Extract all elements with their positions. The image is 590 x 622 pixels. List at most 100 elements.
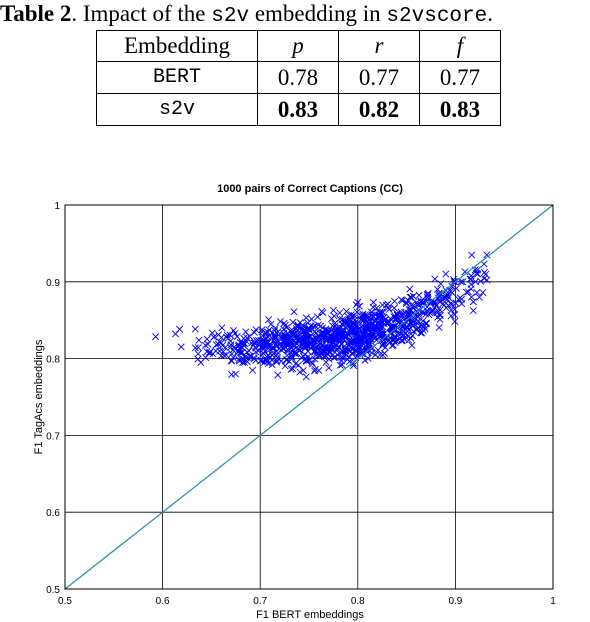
cell-embedding-bert: BERT [96,61,258,94]
data-point [452,284,460,292]
data-point [369,313,378,321]
x-tick-labels: 0.5 0.6 0.7 0.8 0.9 1 [58,596,556,607]
data-point [341,317,349,325]
data-point [336,309,344,317]
data-point [309,323,317,331]
data-point [314,313,322,321]
data-point [393,310,401,318]
data-point [277,340,285,348]
data-point [276,317,284,326]
data-point [330,353,338,361]
data-point [260,350,268,358]
data-point [433,306,441,314]
data-point [356,339,364,347]
data-point [281,362,289,370]
data-point [259,343,267,351]
caption-code-s2v: s2v [211,5,250,28]
table-caption: Table 2. Impact of the s2v embedding in … [0,0,590,31]
data-point [335,335,343,343]
data-point [296,368,304,376]
data-point [408,332,416,340]
header-p: p [257,30,339,62]
data-point [311,367,319,375]
data-point [326,338,334,346]
data-point [304,353,312,361]
data-point [194,344,202,352]
data-point [368,311,376,319]
data-point [483,251,491,259]
data-point [219,348,227,356]
data-point [384,319,392,327]
data-point [206,348,214,356]
data-point [194,350,202,358]
data-point [281,321,289,329]
data-point [316,339,324,347]
data-point [279,345,287,353]
table-row-bert: BERT 0.78 0.77 0.77 [96,61,501,94]
data-point [314,321,322,329]
data-point [415,291,423,299]
data-point [342,324,350,332]
data-point [242,328,250,336]
data-point [325,364,333,372]
data-point [427,308,435,316]
data-point [407,293,415,301]
data-point [273,347,281,355]
cell-embedding-s2v: s2v [96,93,258,126]
data-point [176,325,184,333]
data-point [267,320,275,328]
data-point [359,332,367,340]
y-tick-label: 0.7 [46,431,60,442]
data-point [475,293,483,301]
data-point [367,335,375,343]
data-point [294,322,302,330]
data-point [451,317,459,325]
data-point [380,317,388,325]
caption-code-s2vscore: s2vscore [386,5,488,28]
data-point [345,353,353,361]
data-point [222,333,231,341]
cell-f-s2v: 0.83 [419,93,501,126]
data-point [406,306,415,314]
data-point [250,354,258,362]
data-point [322,345,330,353]
data-point [468,251,476,259]
data-point [448,301,456,309]
data-point [442,270,450,278]
data-point [209,350,217,358]
data-point [195,336,203,344]
data-point [359,331,367,339]
data-point [248,366,256,374]
data-point [472,269,481,277]
data-point [235,341,243,349]
data-point [399,311,407,319]
data-point [369,329,377,337]
data-point [398,297,406,305]
data-point [320,330,328,338]
data-point [350,314,358,322]
data-point [285,340,293,348]
data-point [271,331,279,339]
data-point [274,371,282,379]
header-embedding: Embedding [96,30,258,62]
y-tick-label: 0.6 [46,508,60,519]
data-point [212,341,220,349]
data-point [210,333,218,341]
data-point [390,304,398,312]
data-point [329,306,337,314]
data-point [469,307,477,315]
cell-f-bert: 0.77 [419,61,501,94]
data-point [351,347,359,355]
data-point [356,302,364,310]
data-point [308,358,316,367]
data-point [450,278,458,286]
data-points [152,251,491,381]
data-point [294,332,302,340]
y-tick-label: 0.5 [46,585,60,596]
data-point [467,293,476,301]
caption-text-before: . Impact of the [71,1,212,26]
data-point [431,300,439,308]
data-point [228,350,236,358]
data-point [386,323,394,331]
data-point [431,275,439,283]
